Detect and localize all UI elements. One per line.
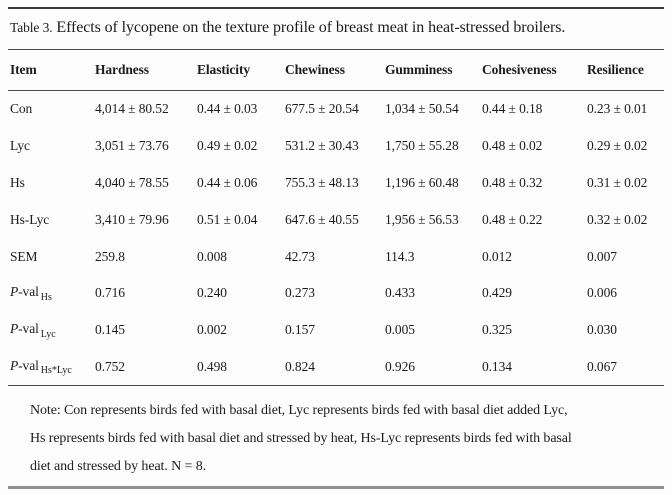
table-row-hs-lyc: Hs-Lyc 3,410 ± 79.96 0.51 ± 0.04 647.6 ±… xyxy=(8,201,664,238)
column-header-gumminess: Gumminess xyxy=(385,62,453,77)
table-bottom-rule xyxy=(8,385,664,387)
value-cell: 0.498 xyxy=(197,358,227,374)
note-line-1: Note: Con represents birds fed with basa… xyxy=(30,403,568,419)
value-cell: 0.134 xyxy=(482,358,512,374)
value-cell: 1,956 ± 56.53 xyxy=(385,211,459,227)
row-label: Lyc xyxy=(10,138,30,154)
table-title: Table 3. Effects of lycopene on the text… xyxy=(8,9,664,49)
value-cell: 3,410 ± 79.96 xyxy=(95,211,169,227)
row-label: Hs xyxy=(10,174,25,190)
value-cell: 755.3 ± 48.13 xyxy=(285,174,359,190)
value-cell: 0.31 ± 0.02 xyxy=(587,174,648,190)
table-row-sem: SEM 259.8 0.008 42.73 114.3 0.012 0.007 xyxy=(8,238,664,275)
value-cell: 0.002 xyxy=(197,322,227,338)
figure-bottom-rule xyxy=(8,486,664,490)
value-cell: 0.273 xyxy=(285,285,315,301)
value-cell: 0.429 xyxy=(482,285,512,301)
table-number-label: Table 3. xyxy=(10,20,53,35)
value-cell: 0.23 ± 0.01 xyxy=(587,101,648,117)
top-rule xyxy=(8,7,664,9)
value-cell: 0.44 ± 0.03 xyxy=(197,101,258,117)
value-cell: 1,034 ± 50.54 xyxy=(385,101,459,117)
note-line-2: Hs represents birds fed with basal diet … xyxy=(30,431,572,447)
value-cell: 0.005 xyxy=(385,322,415,338)
value-cell: 0.49 ± 0.02 xyxy=(197,138,258,154)
value-cell: 647.6 ± 40.55 xyxy=(285,211,359,227)
value-cell: 114.3 xyxy=(385,248,415,264)
value-cell: 3,051 ± 73.76 xyxy=(95,138,169,154)
value-cell: 0.926 xyxy=(385,358,415,374)
value-cell: 0.716 xyxy=(95,285,125,301)
table-row-pval-lyc: P-val Lyc 0.145 0.002 0.157 0.005 0.325 0… xyxy=(8,312,664,349)
column-header-cohesiveness: Cohesiveness xyxy=(482,62,557,77)
column-header-elasticity: Elasticity xyxy=(197,62,250,77)
value-cell: 259.8 xyxy=(95,248,125,264)
value-cell: 0.240 xyxy=(197,285,227,301)
value-cell: 0.29 ± 0.02 xyxy=(587,138,648,154)
row-label: P-val Lyc xyxy=(10,320,56,340)
table-row-pval-hs: P-val Hs 0.716 0.240 0.273 0.433 0.429 0.… xyxy=(8,275,664,312)
value-cell: 0.44 ± 0.06 xyxy=(197,174,258,190)
table-header-row: Item Hardness Elasticity Chewiness Gummi… xyxy=(8,50,664,90)
table-title-text: Effects of lycopene on the texture profi… xyxy=(52,19,566,36)
value-cell: 531.2 ± 30.43 xyxy=(285,138,359,154)
value-cell: 0.48 ± 0.22 xyxy=(482,211,543,227)
table-row-pval-hs-lyc: P-val Hs*Lyc 0.752 0.498 0.824 0.926 0.13… xyxy=(8,349,664,386)
value-cell: 0.145 xyxy=(95,322,125,338)
header-divider-rule xyxy=(8,90,664,91)
note-line-3: diet and stressed by heat. N = 8. xyxy=(30,459,207,475)
table-row-lyc: Lyc 3,051 ± 73.76 0.49 ± 0.02 531.2 ± 30… xyxy=(8,128,664,165)
value-cell: 0.48 ± 0.32 xyxy=(482,174,543,190)
title-divider-rule xyxy=(8,49,664,50)
column-header-resilience: Resilience xyxy=(587,62,644,77)
value-cell: 42.73 xyxy=(285,248,315,264)
value-cell: 4,014 ± 80.52 xyxy=(95,101,169,117)
row-label: SEM xyxy=(10,248,38,264)
value-cell: 0.44 ± 0.18 xyxy=(482,101,543,117)
row-label: P-val Hs*Lyc xyxy=(10,357,72,377)
value-cell: 0.752 xyxy=(95,358,125,374)
column-header-item: Item xyxy=(10,62,37,77)
table-row-con: Con 4,014 ± 80.52 0.44 ± 0.03 677.5 ± 20… xyxy=(8,91,664,128)
value-cell: 1,750 ± 55.28 xyxy=(385,138,459,154)
row-label: Con xyxy=(10,101,33,117)
value-cell: 0.48 ± 0.02 xyxy=(482,138,543,154)
value-cell: 0.012 xyxy=(482,248,512,264)
value-cell: 0.51 ± 0.04 xyxy=(197,211,258,227)
table-note: Note: Con represents birds fed with basa… xyxy=(8,386,664,481)
value-cell: 4,040 ± 78.55 xyxy=(95,174,169,190)
value-cell: 1,196 ± 60.48 xyxy=(385,174,459,190)
value-cell: 0.008 xyxy=(197,248,227,264)
column-header-hardness: Hardness xyxy=(95,62,149,77)
value-cell: 0.067 xyxy=(587,358,617,374)
value-cell: 0.007 xyxy=(587,248,617,264)
value-cell: 0.433 xyxy=(385,285,415,301)
value-cell: 0.006 xyxy=(587,285,617,301)
row-label: Hs-Lyc xyxy=(10,211,50,227)
table-row-hs: Hs 4,040 ± 78.55 0.44 ± 0.06 755.3 ± 48.… xyxy=(8,165,664,202)
value-cell: 0.030 xyxy=(587,322,617,338)
column-header-chewiness: Chewiness xyxy=(285,62,345,77)
value-cell: 0.32 ± 0.02 xyxy=(587,211,648,227)
value-cell: 0.157 xyxy=(285,322,315,338)
row-label: P-val Hs xyxy=(10,284,52,303)
value-cell: 0.325 xyxy=(482,322,512,338)
value-cell: 0.824 xyxy=(285,358,315,374)
value-cell: 677.5 ± 20.54 xyxy=(285,101,359,117)
